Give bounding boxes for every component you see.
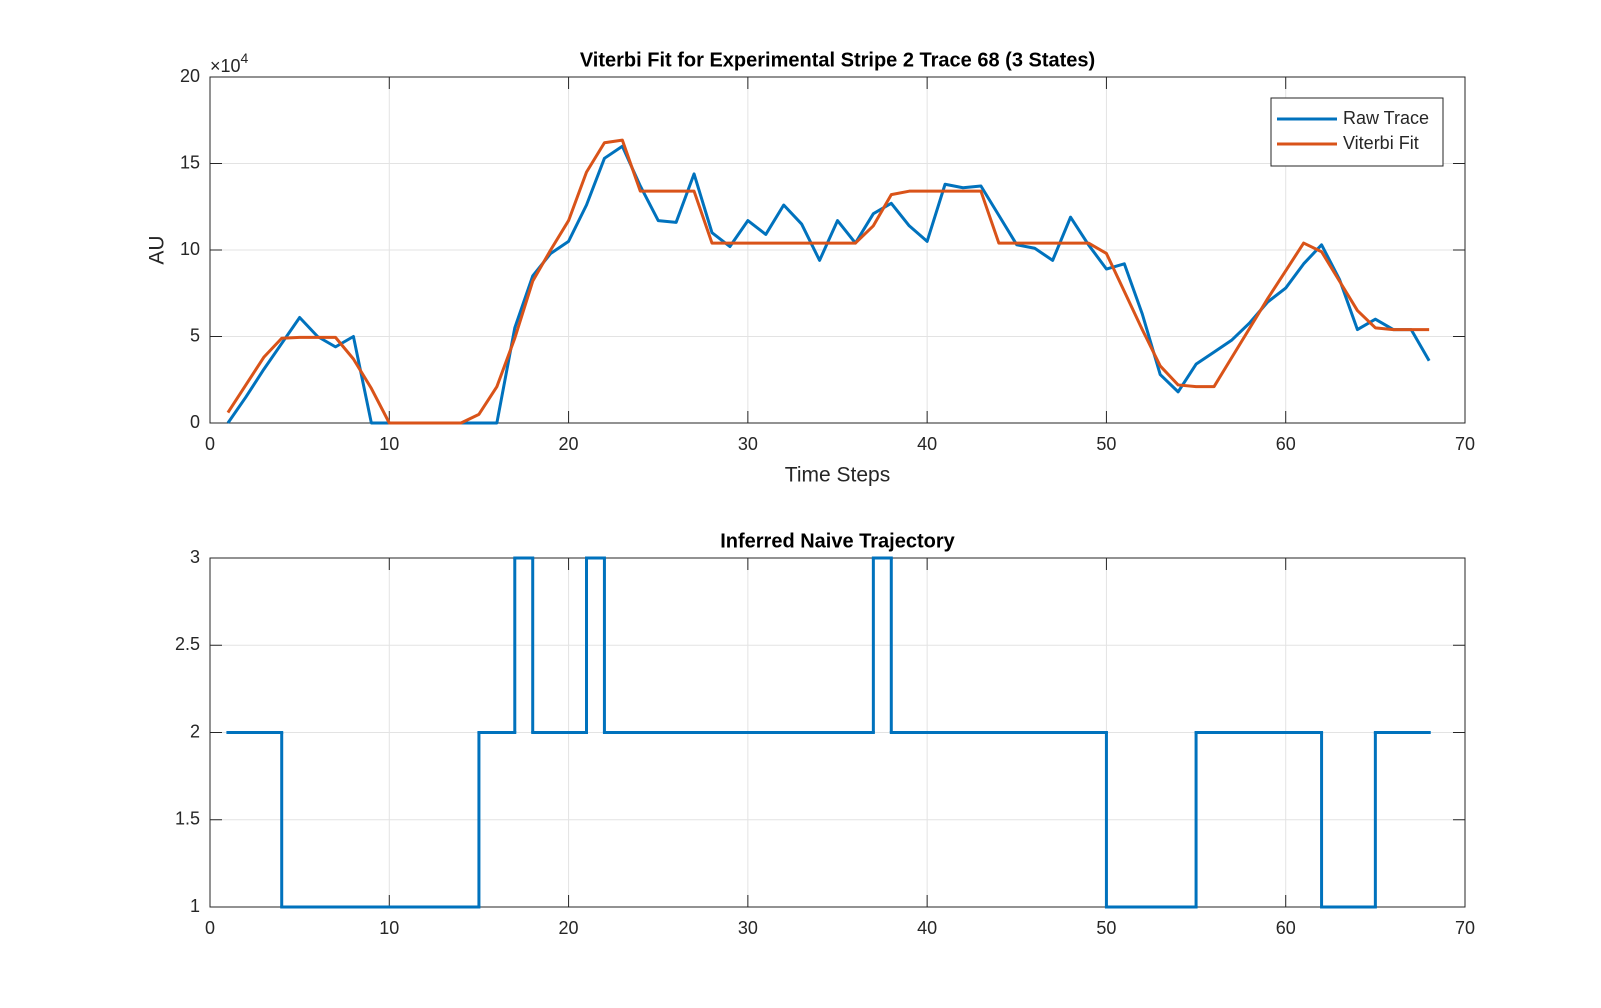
x-tick-label: 10: [379, 434, 399, 454]
exponent-base: ×10: [210, 56, 241, 76]
x-tick-label: 70: [1455, 918, 1475, 938]
x-tick-label: 10: [379, 918, 399, 938]
legend-label: Raw Trace: [1343, 108, 1429, 128]
x-tick-label: 30: [738, 434, 758, 454]
y-tick-label: 0: [190, 412, 200, 432]
y-tick-label: 15: [180, 152, 200, 172]
x-axis-label: Time Steps: [785, 464, 890, 487]
axis-exponent: ×104: [210, 50, 249, 76]
y-tick-label: 1: [190, 896, 200, 916]
x-tick-label: 0: [205, 434, 215, 454]
axes-box: [209, 557, 1466, 908]
data-line: [226, 138, 1430, 425]
y-tick-label: 20: [180, 66, 200, 86]
x-tick-label: 30: [738, 918, 758, 938]
x-tick-label: 50: [1096, 918, 1116, 938]
y-tick-label: 1.5: [175, 809, 200, 829]
y-axis-label: AU: [146, 235, 169, 264]
x-tick-label: 50: [1096, 434, 1116, 454]
x-tick-label: 70: [1455, 434, 1475, 454]
x-tick-label: 40: [917, 434, 937, 454]
y-tick-label: 3: [190, 547, 200, 567]
y-tick-label: 2: [190, 721, 200, 741]
axes-box: [209, 76, 1466, 424]
exponent-power: 4: [241, 50, 249, 66]
chart-title: Inferred Naive Trajectory: [720, 530, 955, 552]
legend-label: Viterbi Fit: [1343, 133, 1419, 153]
x-tick-label: 40: [917, 918, 937, 938]
legend-box: [1270, 97, 1444, 167]
y-tick-label: 2.5: [175, 634, 200, 654]
y-tick-label: 5: [190, 325, 200, 345]
x-tick-label: 20: [559, 918, 579, 938]
x-tick-label: 20: [559, 434, 579, 454]
y-tick-label: 10: [180, 239, 200, 259]
chart-title: Viterbi Fit for Experimental Stripe 2 Tr…: [580, 49, 1095, 71]
x-tick-label: 0: [205, 918, 215, 938]
x-tick-label: 60: [1276, 434, 1296, 454]
x-tick-label: 60: [1276, 918, 1296, 938]
